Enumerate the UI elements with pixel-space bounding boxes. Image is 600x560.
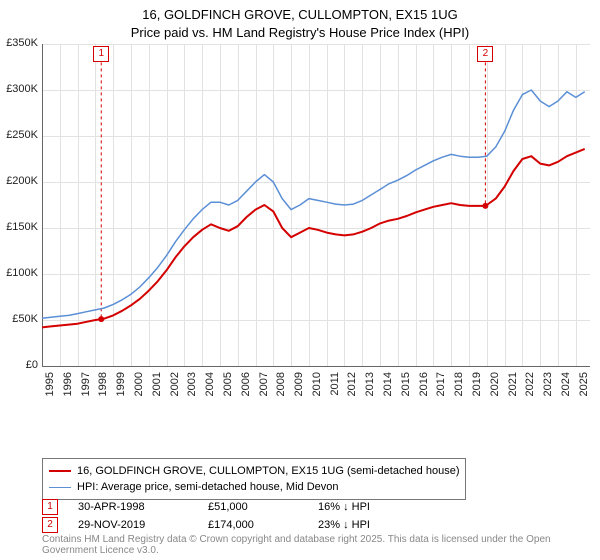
event-delta: 23% ↓ HPI (318, 519, 370, 531)
event-row: 1 30-APR-1998 £51,000 16% ↓ HPI (42, 498, 370, 516)
series-line (42, 149, 585, 328)
chart-svg (0, 44, 600, 414)
event-delta: 16% ↓ HPI (318, 501, 370, 513)
price-point (482, 203, 488, 209)
chart-area: £0£50K£100K£150K£200K£250K£300K£350K1995… (0, 44, 600, 414)
title-line1: 16, GOLDFINCH GROVE, CULLOMPTON, EX15 1U… (0, 6, 600, 24)
event-row: 2 29-NOV-2019 £174,000 23% ↓ HPI (42, 516, 370, 534)
event-list: 1 30-APR-1998 £51,000 16% ↓ HPI 2 29-NOV-2019… (42, 498, 370, 534)
marker-box: 2 (477, 46, 493, 62)
footnote: Contains HM Land Registry data © Crown c… (42, 534, 582, 556)
legend-label: 16, GOLDFINCH GROVE, CULLOMPTON, EX15 1U… (77, 465, 459, 477)
event-marker: 1 (42, 499, 58, 515)
price-point (98, 316, 104, 322)
event-date: 30-APR-1998 (78, 501, 188, 513)
event-price: £51,000 (208, 501, 298, 513)
title-line2: Price paid vs. HM Land Registry's House … (0, 24, 600, 42)
legend-item: 16, GOLDFINCH GROVE, CULLOMPTON, EX15 1U… (49, 463, 459, 479)
series-line (42, 90, 585, 318)
legend-item: HPI: Average price, semi-detached house,… (49, 479, 459, 495)
legend-label: HPI: Average price, semi-detached house,… (77, 481, 339, 493)
event-marker: 2 (42, 517, 58, 533)
legend: 16, GOLDFINCH GROVE, CULLOMPTON, EX15 1U… (42, 458, 466, 500)
chart-title: 16, GOLDFINCH GROVE, CULLOMPTON, EX15 1U… (0, 0, 600, 41)
legend-swatch (49, 470, 71, 472)
event-date: 29-NOV-2019 (78, 519, 188, 531)
event-price: £174,000 (208, 519, 298, 531)
legend-swatch (49, 487, 71, 488)
marker-box: 1 (93, 46, 109, 62)
